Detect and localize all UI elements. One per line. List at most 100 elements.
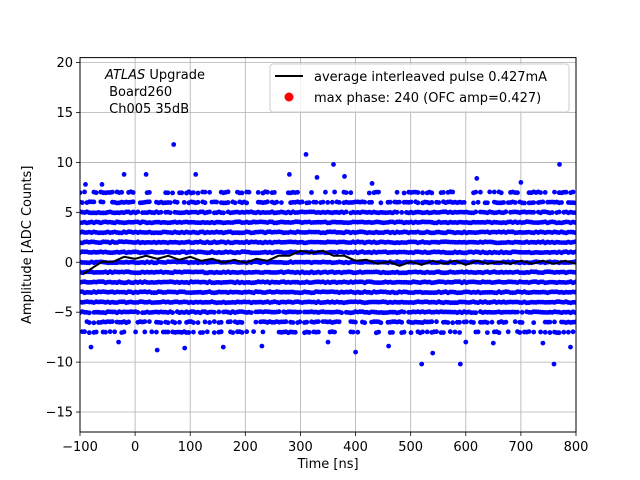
sample-point xyxy=(445,320,451,325)
sample-point xyxy=(202,189,208,195)
sample-point xyxy=(434,329,439,335)
x-tick-label: 300 xyxy=(288,440,313,455)
sample-point xyxy=(221,210,226,216)
sample-point xyxy=(441,330,446,335)
sample-point xyxy=(517,330,523,335)
sample-point xyxy=(216,309,222,315)
sample-point xyxy=(204,329,210,335)
sample-point xyxy=(519,309,525,315)
sample-point xyxy=(572,279,576,285)
x-tick-label: −100 xyxy=(62,440,98,455)
sample-point xyxy=(420,329,425,335)
sample-point xyxy=(450,320,456,326)
sample-point xyxy=(457,361,463,367)
sample-point xyxy=(91,320,97,326)
sample-point xyxy=(376,329,381,335)
sample-point xyxy=(292,329,298,335)
sample-point xyxy=(436,200,442,205)
sample-point xyxy=(172,320,178,326)
sample-point xyxy=(195,190,201,196)
legend: average interleaved pulse 0.427mA max ph… xyxy=(269,63,570,113)
x-tick-label: 100 xyxy=(178,440,203,455)
y-tick-label: −10 xyxy=(46,356,73,371)
sample-point xyxy=(255,190,261,195)
sample-point xyxy=(552,189,557,195)
sample-point xyxy=(397,199,402,205)
sample-point xyxy=(561,329,567,335)
sample-point xyxy=(170,190,176,196)
sample-point xyxy=(207,320,213,325)
sample-point xyxy=(519,320,525,325)
sample-point xyxy=(207,209,213,215)
sample-point xyxy=(265,199,270,205)
legend-entry-max-phase: max phase: 240 (OFC amp=0.427) xyxy=(314,91,541,106)
sample-point xyxy=(86,320,92,325)
average-pulse-path xyxy=(82,249,576,276)
x-tick-label: 600 xyxy=(453,440,478,455)
sample-point xyxy=(387,199,393,205)
y-axis-label: Amplitude [ADC Counts] xyxy=(20,166,35,324)
sample-point xyxy=(306,200,312,206)
sample-point xyxy=(485,320,490,325)
sample-point xyxy=(207,189,213,195)
x-axis-label: Time [ns] xyxy=(296,457,358,472)
sample-point xyxy=(572,310,576,315)
sample-point xyxy=(80,200,85,205)
sample-point xyxy=(121,329,127,335)
sample-point xyxy=(463,339,469,345)
annotation-line3: Ch005 35dB xyxy=(105,102,189,117)
sample-point xyxy=(457,330,462,335)
sample-point xyxy=(343,209,349,215)
annotation: ATLAS Upgrade Board260 Ch005 35dB xyxy=(104,68,205,117)
y-tick-label: −5 xyxy=(54,306,73,321)
x-tick-label: 400 xyxy=(343,440,368,455)
sample-point xyxy=(304,319,310,325)
sample-point xyxy=(457,319,462,325)
sample-point xyxy=(390,330,395,335)
sample-point xyxy=(147,319,152,324)
sample-point xyxy=(135,310,141,315)
sample-point xyxy=(572,239,576,245)
y-tick-label: 20 xyxy=(56,56,73,71)
sample-point xyxy=(538,329,543,335)
sample-point xyxy=(522,200,527,206)
sample-point xyxy=(489,319,495,325)
sample-point xyxy=(283,319,289,325)
sample-point xyxy=(570,189,576,195)
sample-point xyxy=(116,339,121,345)
sample-point xyxy=(276,309,282,315)
sample-point xyxy=(82,329,87,335)
sample-point xyxy=(570,329,576,335)
sample-point xyxy=(559,200,564,205)
sample-point xyxy=(107,329,113,335)
sample-point xyxy=(316,319,321,324)
sample-point xyxy=(99,182,105,187)
sample-point xyxy=(348,190,354,196)
y-tick-label: 15 xyxy=(56,106,73,121)
average-pulse-line xyxy=(82,249,576,276)
sample-point xyxy=(464,319,469,325)
sample-point xyxy=(531,209,537,215)
sample-point xyxy=(303,152,309,157)
sample-point xyxy=(218,319,224,325)
sample-point xyxy=(274,199,280,205)
sample-point xyxy=(130,190,136,195)
sample-point xyxy=(572,319,576,325)
sample-point xyxy=(540,340,546,346)
sample-point xyxy=(556,330,562,336)
sample-point xyxy=(399,210,405,215)
sample-point xyxy=(191,329,196,335)
sample-point xyxy=(325,339,331,345)
sample-point xyxy=(420,190,425,196)
sample-point xyxy=(133,329,139,335)
sample-point xyxy=(429,319,435,325)
sample-point xyxy=(297,309,303,315)
sample-point xyxy=(512,200,518,205)
sample-point xyxy=(503,209,509,215)
sample-point xyxy=(181,200,187,205)
sample-point xyxy=(505,329,511,335)
sample-point xyxy=(165,320,171,326)
sample-point xyxy=(167,200,173,206)
sample-point xyxy=(232,200,238,206)
sample-point xyxy=(154,347,160,353)
